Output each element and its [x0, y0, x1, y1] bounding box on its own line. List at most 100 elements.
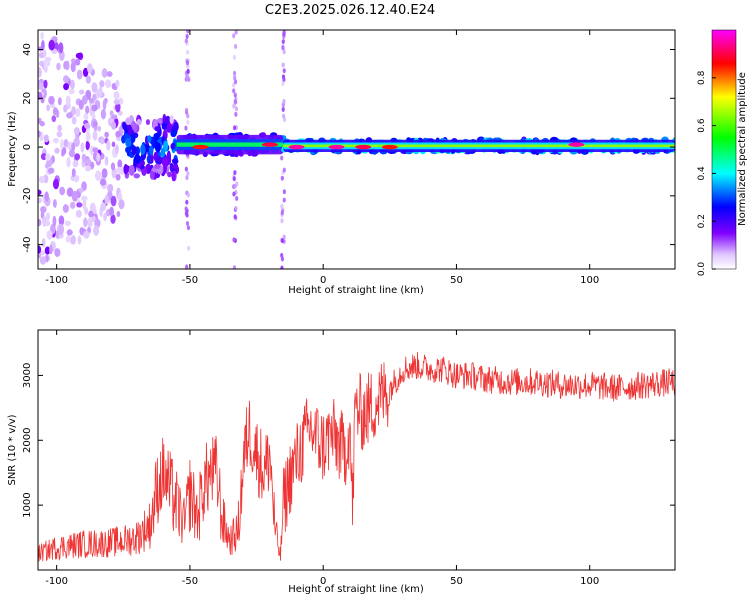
spectrogram-cell [56, 62, 61, 71]
spectrogram-cell [38, 245, 42, 254]
spectrogram-streak-cell [185, 264, 189, 269]
spectrogram-cell [65, 60, 70, 71]
spectrogram-cell [52, 199, 57, 208]
spectrogram-cell [171, 158, 179, 165]
spectrogram-cell [41, 40, 45, 51]
spectrogram-y-tick-label: 20 [22, 92, 33, 105]
snr-x-ticks: -100 -50 0 50 100 [45, 330, 599, 587]
spectrogram-cell [131, 120, 136, 129]
spectrogram-cell [83, 113, 89, 121]
spectrogram-cell [115, 144, 119, 155]
spectrogram-cell [51, 115, 57, 123]
spectrogram-cell [71, 58, 76, 64]
spectrogram-streak-cell [282, 189, 286, 195]
spectrogram-streak-cell [233, 170, 237, 176]
spectrogram-cell [83, 217, 88, 228]
spectrogram-marks [38, 30, 675, 269]
spectrogram-cell [84, 122, 91, 129]
spectrogram-cell [172, 162, 179, 170]
spectrogram-streak-cell [232, 191, 236, 197]
spectrogram-cell [73, 137, 80, 147]
spectrogram-streak-cell [185, 221, 190, 227]
spectrogram-y-tick-label: -20 [22, 188, 33, 204]
spectrogram-cell [49, 244, 53, 255]
spectrogram-cell [146, 155, 151, 163]
spectrogram-x-axis-label: Height of straight line (km) [288, 285, 424, 296]
spectrogram-cell [106, 140, 111, 151]
spectrogram-streak-cell [232, 70, 237, 76]
spectrogram-hotspot [288, 144, 305, 150]
snr-y-tick-label: 2000 [22, 428, 33, 453]
spectrogram-cell [83, 230, 90, 239]
spectrogram-streak-cell [185, 199, 189, 205]
spectrogram-streak-cell [186, 49, 190, 55]
spectrogram-cell [128, 164, 135, 176]
spectrogram-cell [69, 201, 76, 209]
spectrogram-cell [71, 106, 76, 116]
spectrogram-cell [40, 153, 47, 161]
spectrogram-streak-cell [280, 175, 284, 181]
snr-y-ticks: 1000 2000 3000 [22, 363, 675, 518]
spectrogram-streak-cell [234, 205, 238, 211]
spectrogram-cell [38, 66, 42, 78]
spectrogram-cell [43, 134, 49, 143]
spectrogram-cell [98, 86, 103, 98]
snr-panel: -100 -50 0 50 100 1000 2000 3000 Height of str… [7, 329, 676, 595]
spectrogram-cell [110, 214, 116, 224]
spectrogram-band-core [283, 144, 675, 148]
spectrogram-cell [40, 31, 45, 40]
spectrogram-cell [78, 89, 85, 95]
spectrogram-y-axis-label: Frequency (Hz) [7, 111, 18, 187]
spectrogram-y-ticks: -40 -20 0 20 40 [22, 43, 675, 253]
spectrogram-cell [41, 238, 46, 248]
spectrogram-cell [87, 217, 93, 228]
spectrogram-streak-cell [281, 81, 285, 87]
spectrogram-cell [148, 145, 154, 156]
colorbar-label: Normalized spectral amplitude [737, 72, 748, 226]
spectrogram-cell [140, 144, 146, 156]
spectrogram-cell [154, 163, 161, 170]
spectrogram-cell [148, 153, 154, 164]
spectrogram-cell [85, 75, 91, 84]
spectrogram-cell [71, 190, 78, 202]
spectrogram-streak-cell [233, 214, 237, 220]
spectrogram-cell [65, 235, 71, 243]
spectrogram-cell [71, 168, 76, 178]
colorbar: 0.0 0.2 0.4 0.6 0.8 Normalized spectral ampl… [697, 29, 748, 276]
spectrogram-cell [85, 158, 92, 166]
spectrogram-cell [113, 99, 120, 105]
spectrogram-cell [82, 67, 89, 77]
spectrogram-cell [66, 229, 73, 236]
spectrogram-cell [48, 39, 55, 51]
spectrogram-cell [133, 173, 141, 179]
colorbar-tick-label: 0.8 [697, 70, 707, 85]
spectrogram-cell [110, 195, 117, 207]
spectrogram-cell [91, 82, 98, 93]
spectrogram-cell [57, 97, 62, 106]
spectrogram-cell [116, 210, 121, 218]
spectrogram-cell [38, 91, 43, 101]
spectrogram-cell [72, 160, 79, 168]
snr-y-axis-label: SNR (10 * v/v) [7, 414, 18, 485]
spectrogram-cell [75, 52, 83, 59]
spectrogram-cell [88, 210, 94, 218]
spectrogram-cell [115, 79, 120, 88]
spectrogram-cell [100, 138, 105, 145]
spectrogram-cell [85, 105, 90, 114]
spectrogram-streak-cell [280, 155, 284, 161]
spectrogram-cell [154, 126, 161, 132]
spectrogram-cell [56, 131, 63, 138]
spectrogram-cell [160, 147, 166, 158]
snr-x-tick-label: 50 [450, 576, 463, 587]
spectrogram-cell [44, 246, 51, 255]
spectrogram-cell [45, 153, 51, 161]
spectrogram-streak-cell [281, 107, 285, 113]
spectrogram-cell [118, 110, 123, 116]
spectrogram-streak-cell [280, 265, 284, 269]
spectrogram-cell [170, 130, 177, 138]
spectrogram-cell [89, 202, 96, 214]
spectrogram-streak-cell [282, 49, 286, 55]
colorbar-ticks: 0.0 0.2 0.4 0.6 0.8 [697, 70, 716, 276]
spectrogram-cell [58, 215, 65, 226]
spectrogram-cell [104, 194, 110, 205]
